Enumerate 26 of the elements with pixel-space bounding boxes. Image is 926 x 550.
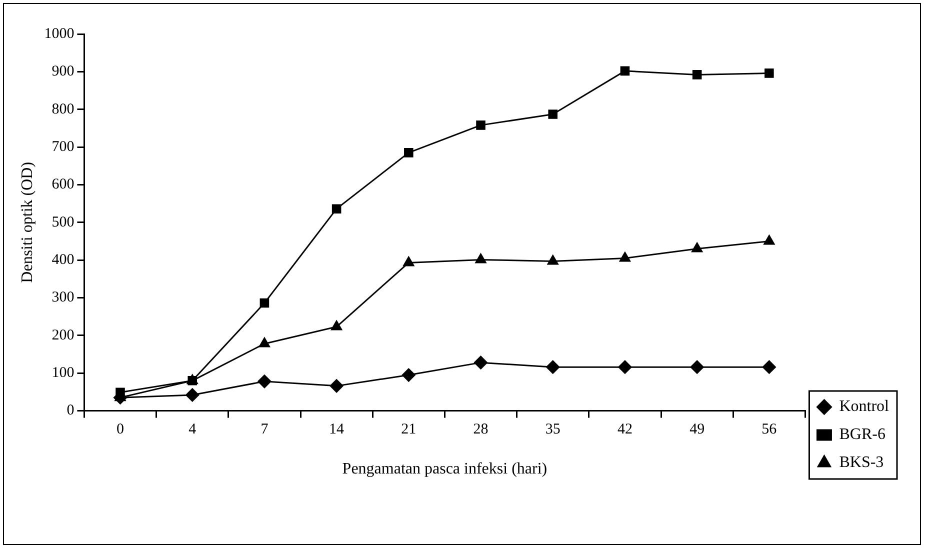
y-tick-label: 900: [52, 64, 74, 80]
x-tick-label: 14: [329, 422, 345, 438]
y-tick-label: 600: [52, 176, 74, 193]
y-tick-label: 200: [52, 327, 74, 344]
legend-label: BKS-3: [839, 454, 884, 472]
y-tick-label: 0: [66, 402, 74, 419]
x-tick-label: 7: [260, 422, 269, 438]
y-axis-title: Densiti optik (OD): [18, 162, 36, 283]
x-tick-label: 42: [617, 422, 632, 438]
x-tick-label: 28: [473, 422, 488, 438]
x-tick-label: 35: [545, 422, 560, 438]
y-tick-label: 700: [52, 138, 74, 155]
y-tick-label: 300: [52, 290, 74, 306]
y-tick-label: 500: [52, 214, 74, 230]
x-tick-label: 4: [188, 422, 197, 438]
legend-label: Kontrol: [839, 398, 890, 416]
y-tick-label: 100: [52, 365, 74, 382]
x-tick-label: 56: [762, 422, 778, 438]
y-tick-label: 800: [52, 101, 74, 118]
x-tick-label: 0: [116, 422, 124, 438]
y-tick-label: 400: [52, 252, 74, 268]
x-tick-label: 21: [401, 422, 416, 438]
x-axis-title: Pengamatan pasca infeksi (hari): [342, 460, 548, 478]
legend-label: BGR-6: [839, 426, 886, 444]
y-tick-label: 1000: [44, 26, 74, 42]
x-tick-label: 49: [690, 422, 705, 438]
